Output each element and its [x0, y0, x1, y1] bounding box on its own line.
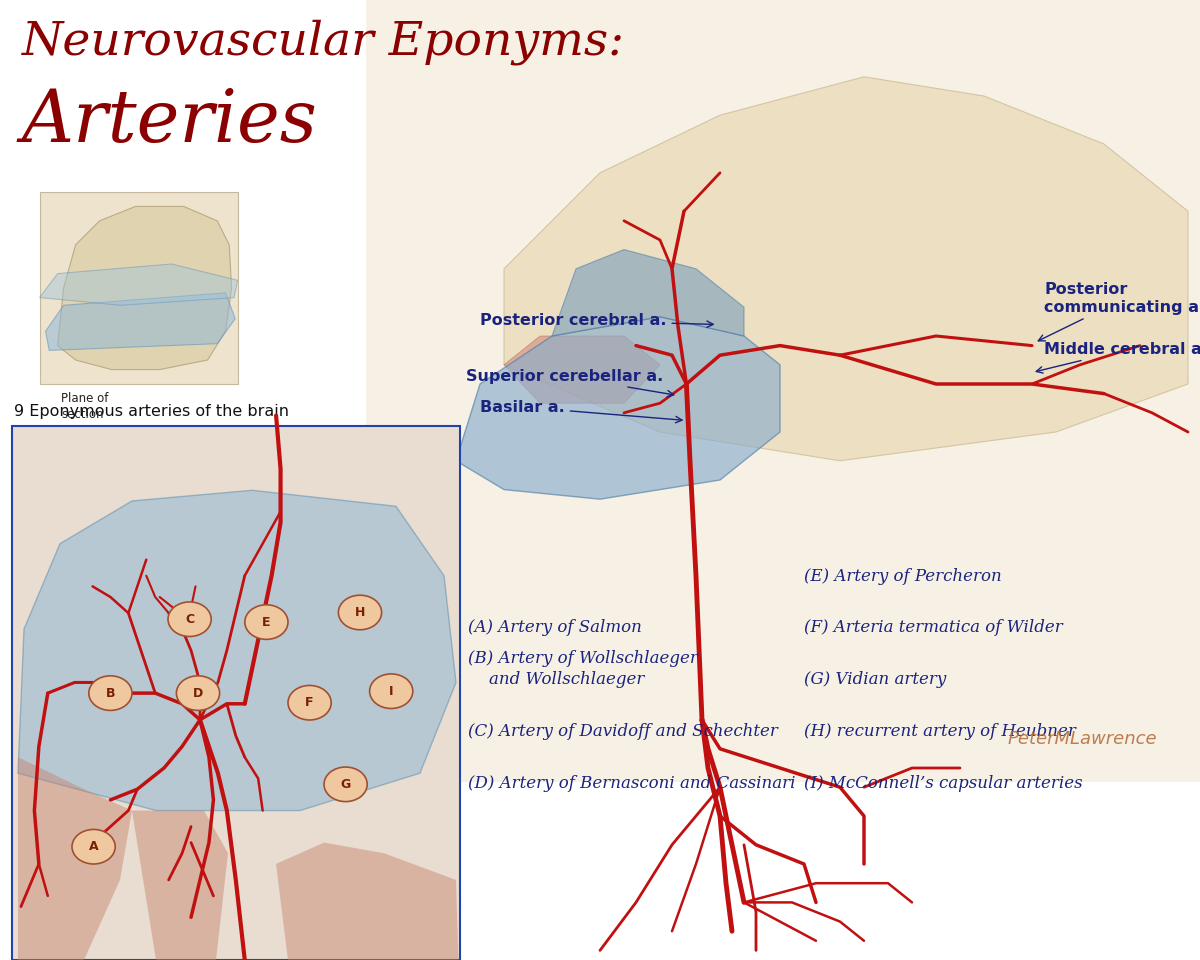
Text: Neurovascular Eponyms:: Neurovascular Eponyms:	[22, 19, 625, 65]
Circle shape	[324, 767, 367, 802]
Circle shape	[89, 676, 132, 710]
Polygon shape	[40, 264, 238, 305]
Text: C: C	[185, 612, 194, 626]
Circle shape	[245, 605, 288, 639]
Polygon shape	[504, 77, 1188, 461]
Text: I: I	[389, 684, 394, 698]
Circle shape	[338, 595, 382, 630]
Polygon shape	[18, 757, 132, 960]
Text: Posterior cerebral a.: Posterior cerebral a.	[480, 313, 713, 328]
Polygon shape	[18, 491, 456, 810]
Text: H: H	[355, 606, 365, 619]
Text: Plane of
section: Plane of section	[61, 392, 108, 420]
Circle shape	[176, 676, 220, 710]
Text: Basilar a.: Basilar a.	[480, 399, 682, 422]
Text: (H) recurrent artery of Heubner: (H) recurrent artery of Heubner	[804, 723, 1076, 740]
Text: Middle cerebral a.: Middle cerebral a.	[1037, 342, 1200, 373]
Polygon shape	[504, 336, 660, 403]
Text: A: A	[89, 840, 98, 853]
Text: Arteries: Arteries	[22, 86, 318, 156]
Polygon shape	[46, 293, 235, 350]
Text: B: B	[106, 686, 115, 700]
Text: (G) Vidian artery: (G) Vidian artery	[804, 671, 947, 688]
Text: (I) McConnell’s capsular arteries: (I) McConnell’s capsular arteries	[804, 775, 1082, 792]
Circle shape	[168, 602, 211, 636]
Bar	[40, 192, 238, 384]
Polygon shape	[132, 810, 228, 960]
Text: (B) Artery of Wollschlaeger
    and Wollschlaeger: (B) Artery of Wollschlaeger and Wollschl…	[468, 650, 698, 688]
Text: PeterMLawrence: PeterMLawrence	[1008, 731, 1158, 748]
Polygon shape	[552, 250, 744, 336]
Circle shape	[288, 685, 331, 720]
Text: (A) Artery of Salmon: (A) Artery of Salmon	[468, 619, 642, 636]
Text: D: D	[193, 686, 203, 700]
Text: E: E	[262, 615, 271, 629]
Text: 9 Eponymous arteries of the brain: 9 Eponymous arteries of the brain	[14, 403, 289, 419]
Polygon shape	[276, 843, 458, 960]
Text: (C) Artery of Davidoff and Schechter: (C) Artery of Davidoff and Schechter	[468, 723, 778, 740]
Text: (F) Arteria termatica of Wilder: (F) Arteria termatica of Wilder	[804, 619, 1063, 636]
Text: G: G	[341, 778, 350, 791]
Polygon shape	[58, 206, 232, 370]
Polygon shape	[366, 0, 1200, 782]
Circle shape	[370, 674, 413, 708]
Polygon shape	[456, 317, 780, 499]
Bar	[12, 426, 460, 960]
Text: (E) Artery of Percheron: (E) Artery of Percheron	[804, 567, 1002, 585]
Circle shape	[72, 829, 115, 864]
Text: F: F	[305, 696, 314, 709]
Text: Superior cerebellar a.: Superior cerebellar a.	[466, 369, 673, 396]
Text: (D) Artery of Bernasconi and Cassinari: (D) Artery of Bernasconi and Cassinari	[468, 775, 796, 792]
Text: Posterior
communicating a.: Posterior communicating a.	[1038, 282, 1200, 341]
